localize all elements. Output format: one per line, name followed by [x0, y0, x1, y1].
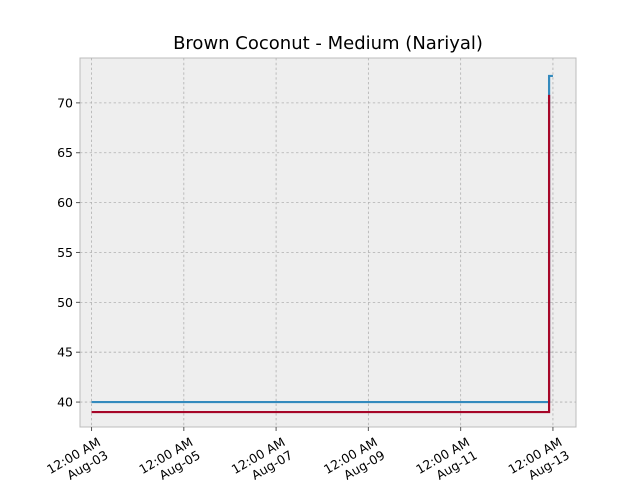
plot-area — [79, 57, 577, 428]
y-tick-label: 45 — [57, 345, 73, 360]
chart-title: Brown Coconut - Medium (Nariyal) — [173, 33, 483, 54]
y-tick-label: 60 — [57, 195, 73, 210]
y-tick-label: 40 — [57, 395, 73, 410]
y-axis: 40 45 50 55 60 65 70 — [57, 95, 80, 410]
y-tick-label: 55 — [57, 245, 73, 260]
y-tick-label: 50 — [57, 295, 73, 310]
series-layer — [91, 74, 553, 414]
grid — [80, 58, 576, 427]
y-tick-label: 70 — [57, 95, 73, 110]
series-line-2 — [91, 94, 551, 414]
y-tick-label: 65 — [57, 145, 73, 160]
